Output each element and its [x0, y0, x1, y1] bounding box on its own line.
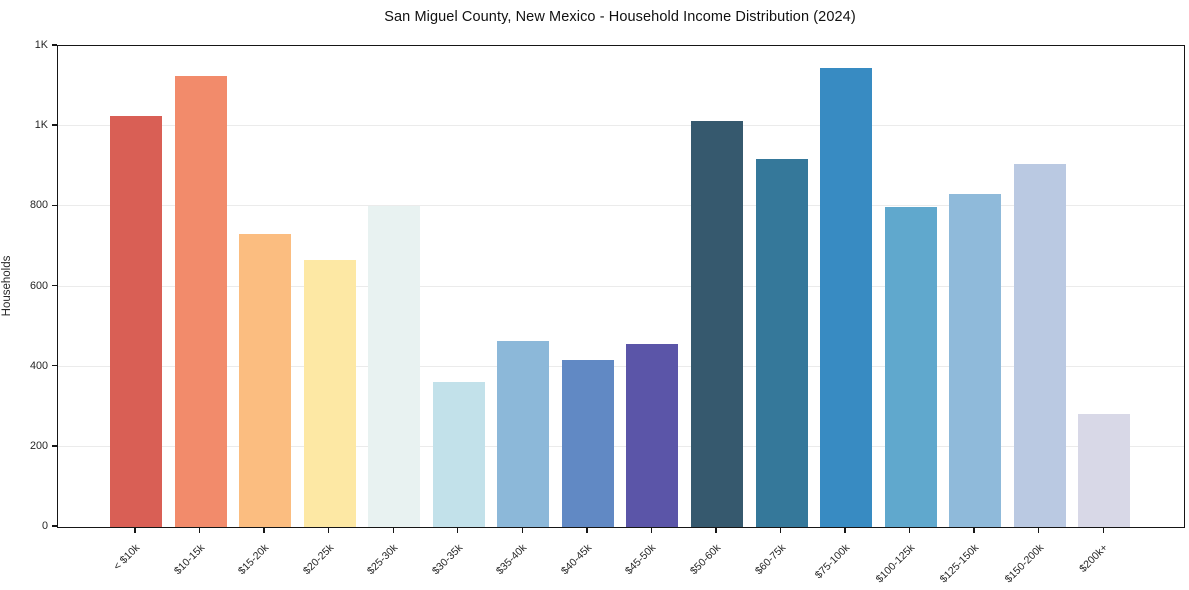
- x-tick-label: $45-50k: [623, 541, 659, 578]
- x-tick-label: $200k+: [1077, 541, 1111, 575]
- chart-title: San Miguel County, New Mexico - Househol…: [384, 9, 856, 25]
- bar-$75-100k: [820, 68, 873, 527]
- y-tick-label: 800: [29, 199, 48, 212]
- plot-area: [57, 45, 1185, 528]
- x-axis-tick: [134, 528, 136, 533]
- gridline: [58, 445, 1184, 447]
- gridline: [58, 205, 1184, 207]
- x-axis-tick: [521, 528, 523, 533]
- x-tick-label: $30-35k: [429, 541, 465, 578]
- x-tick-label: $35-40k: [494, 541, 530, 578]
- y-axis-tick: [52, 364, 57, 367]
- x-tick-label: < $10k: [111, 541, 143, 573]
- bar-$125-150k: [949, 194, 1002, 527]
- y-axis-tick: [52, 204, 57, 207]
- x-tick-label: $50-60k: [687, 541, 724, 578]
- bar-$200k+: [1078, 413, 1131, 527]
- y-axis-tick: [52, 124, 57, 126]
- bar-$40-45k: [561, 359, 614, 527]
- x-axis-tick: [715, 528, 717, 533]
- x-axis-tick: [586, 528, 588, 533]
- bar-$10-15k: [174, 76, 227, 527]
- bar-$60-75k: [755, 159, 808, 527]
- x-axis-tick: [973, 528, 975, 533]
- x-tick-label: $25-30k: [365, 541, 401, 578]
- bar-$35-40k: [497, 341, 550, 527]
- y-tick-label: 1K: [34, 39, 48, 51]
- y-axis-tick: [52, 284, 57, 287]
- bar-$25-30k: [368, 206, 421, 527]
- bar-< $10k: [110, 116, 162, 527]
- bar-$50-60k: [690, 121, 743, 527]
- x-tick-label: $75-100k: [812, 541, 853, 582]
- y-axis-tick: [52, 44, 57, 46]
- x-axis-tick: [392, 528, 394, 533]
- x-tick-label: $60-75k: [752, 541, 788, 578]
- x-axis-tick: [1102, 528, 1104, 533]
- x-tick-label: $150-200k: [1002, 541, 1046, 586]
- x-axis-tick: [1038, 528, 1040, 533]
- bar-$150-200k: [1013, 163, 1066, 527]
- x-axis-tick: [198, 528, 201, 533]
- bar-$20-25k: [303, 260, 356, 527]
- x-tick-label: $100-125k: [873, 541, 917, 586]
- y-axis-tick: [52, 445, 57, 447]
- x-tick-label: $10-15k: [171, 541, 207, 578]
- y-tick-label: 1K: [34, 119, 48, 132]
- x-tick-label: $125-150k: [937, 541, 982, 586]
- x-axis-tick: [327, 528, 330, 533]
- y-tick-label: 600: [29, 279, 48, 292]
- y-tick-label: 400: [29, 359, 48, 372]
- x-axis-tick: [263, 528, 265, 533]
- gridline: [58, 365, 1184, 367]
- bar-$45-50k: [626, 344, 679, 527]
- x-axis-tick: [457, 528, 459, 533]
- x-tick-label: $20-25k: [300, 541, 336, 578]
- y-tick-label: 200: [29, 439, 48, 452]
- bar-$100-125k: [884, 207, 937, 527]
- x-axis-tick: [650, 528, 653, 533]
- gridline: [58, 125, 1184, 127]
- bar-$15-20k: [239, 234, 292, 527]
- gridline: [58, 285, 1184, 287]
- y-axis-tick: [52, 525, 57, 527]
- x-axis-tick: [844, 528, 846, 533]
- x-axis-tick: [908, 528, 911, 533]
- y-tick-label: 0: [41, 520, 48, 532]
- x-tick-label: $15-20k: [236, 541, 272, 578]
- x-axis-tick: [779, 528, 782, 533]
- x-tick-label: $40-45k: [558, 541, 595, 578]
- bar-$30-35k: [432, 381, 485, 527]
